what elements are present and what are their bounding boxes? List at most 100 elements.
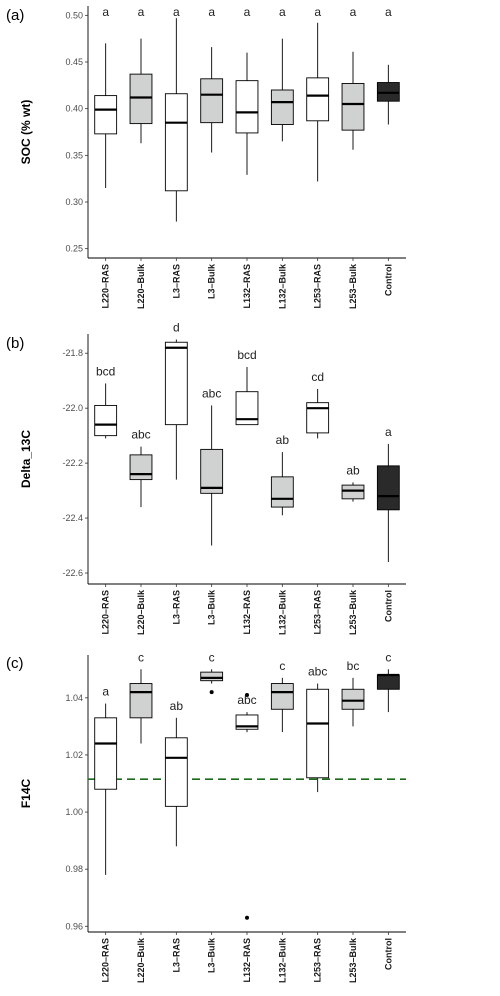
significance-letter: a — [385, 425, 392, 439]
y-axis-title: Delta_13C — [19, 430, 33, 488]
x-category-label: L253–RAS — [313, 264, 323, 309]
box-9 — [376, 669, 400, 713]
box-7 — [306, 22, 330, 182]
x-category-label: L220–RAS — [101, 938, 111, 983]
x-category-label: L132–Bulk — [277, 589, 287, 635]
y-tick-label: 0.35 — [65, 150, 83, 160]
box-rect — [270, 89, 294, 125]
y-tick-label: 0.96 — [65, 921, 83, 931]
box-3 — [164, 717, 188, 847]
significance-letter: abc — [237, 693, 256, 707]
x-category-label: L3–Bulk — [207, 589, 217, 625]
box-5 — [235, 52, 259, 175]
significance-letter: abc — [308, 665, 327, 679]
box-rect — [376, 674, 400, 690]
box-rect — [129, 454, 153, 481]
significance-letter: a — [385, 5, 392, 19]
x-category-label: L220–Bulk — [136, 589, 146, 635]
x-category-label: L220–RAS — [101, 264, 111, 309]
significance-letter: ab — [346, 463, 360, 477]
x-category-label: L253–Bulk — [348, 263, 358, 309]
x-category-label: L253–Bulk — [348, 937, 358, 983]
box-4 — [200, 47, 224, 153]
significance-letter: a — [350, 5, 357, 19]
x-category-label: Control — [383, 938, 393, 970]
panel-3: (c) F14C 0.96 0.98 1.00 1.02 1.04 a L220–RAS c L22… — [6, 650, 406, 983]
y-tick-label: 0.40 — [65, 104, 83, 114]
panel-label: (c) — [6, 655, 24, 672]
y-tick-label: 1.00 — [65, 807, 83, 817]
box-7 — [306, 683, 330, 793]
y-tick-label: 0.98 — [65, 864, 83, 874]
box-1 — [94, 703, 118, 875]
box-7 — [306, 388, 330, 439]
outlier-point — [209, 690, 214, 695]
significance-letter: d — [173, 320, 180, 334]
y-tick-label: 1.02 — [65, 750, 83, 760]
x-category-label: L132–RAS — [242, 264, 252, 309]
x-category-label: L253–RAS — [313, 590, 323, 635]
box-2 — [129, 446, 153, 508]
box-rect — [306, 77, 330, 122]
box-9 — [376, 443, 400, 563]
box-rect — [200, 448, 224, 494]
significance-letter: a — [173, 5, 180, 19]
y-tick-label: 0.45 — [65, 57, 83, 67]
y-axis-title: F14C — [19, 778, 33, 808]
box-rect — [129, 73, 153, 125]
significance-letter: ab — [170, 699, 184, 713]
y-tick-label: -22.4 — [62, 513, 83, 523]
x-category-label: L132–RAS — [242, 938, 252, 983]
box-rect — [200, 78, 224, 124]
significance-letter: c — [279, 659, 285, 673]
significance-letter: abc — [131, 428, 150, 442]
outlier-point — [245, 692, 249, 697]
y-axis-title: SOC (% wt) — [19, 100, 33, 165]
box-rect — [376, 465, 400, 511]
box-6 — [270, 677, 294, 733]
significance-letter: a — [244, 5, 251, 19]
box-8 — [341, 51, 365, 150]
box-rect — [164, 341, 188, 426]
box-3 — [164, 339, 188, 480]
box-8 — [341, 677, 365, 727]
significance-letter: c — [209, 650, 215, 664]
significance-letter: bcd — [96, 364, 115, 378]
x-category-label: L3–RAS — [171, 938, 181, 973]
box-rect — [306, 688, 330, 779]
significance-letter: c — [385, 650, 391, 664]
box-rect — [164, 93, 188, 192]
y-tick-label: -22.2 — [62, 458, 83, 468]
significance-letter: a — [138, 5, 145, 19]
box-8 — [341, 482, 365, 502]
significance-letter: a — [208, 5, 215, 19]
x-category-label: L132–Bulk — [277, 263, 287, 309]
box-5 — [235, 692, 259, 920]
x-category-label: L132–RAS — [242, 590, 252, 635]
significance-letter: bcd — [237, 348, 256, 362]
box-rect — [235, 80, 259, 134]
x-category-label: L132–Bulk — [277, 937, 287, 983]
panel-label: (a) — [6, 7, 24, 24]
box-rect — [129, 683, 153, 719]
x-category-label: L3–Bulk — [207, 263, 217, 299]
box-rect — [306, 402, 330, 434]
significance-letter: a — [279, 5, 286, 19]
y-tick-label: 1.04 — [65, 693, 83, 703]
x-category-label: L253–Bulk — [348, 589, 358, 635]
significance-letter: abc — [202, 386, 221, 400]
significance-letter: a — [314, 5, 321, 19]
x-category-label: L3–Bulk — [207, 937, 217, 973]
box-rect — [94, 404, 118, 437]
significance-letter: cd — [311, 370, 324, 384]
box-6 — [270, 38, 294, 142]
box-5 — [235, 366, 259, 426]
significance-letter: a — [102, 5, 109, 19]
y-tick-label: -22.6 — [62, 568, 83, 578]
box-2 — [129, 669, 153, 744]
box-1 — [94, 383, 118, 439]
box-2 — [129, 38, 153, 144]
outlier-point — [245, 915, 249, 920]
x-category-label: L3–RAS — [171, 590, 181, 625]
